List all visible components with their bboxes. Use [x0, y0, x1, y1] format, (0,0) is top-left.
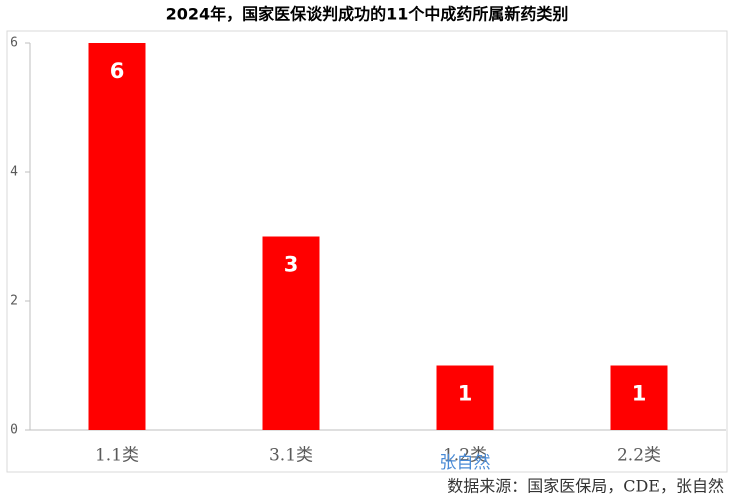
y-tick-label: 6 [10, 36, 18, 51]
y-tick-label: 4 [10, 165, 18, 180]
data-label: 6 [110, 59, 125, 83]
x-tick-label: 1.2类 [443, 446, 487, 466]
y-tick-label: 2 [10, 294, 18, 309]
data-label: 1 [458, 382, 473, 406]
data-label: 3 [284, 253, 299, 277]
x-tick-label: 3.1类 [269, 446, 313, 466]
bar [436, 365, 494, 430]
x-tick-label: 1.1类 [95, 446, 139, 466]
watermark: 张自然 [440, 453, 491, 473]
x-tick-label: 2.2类 [617, 446, 661, 466]
bar [262, 236, 320, 430]
source-note: 数据来源：国家医保局，CDE，张自然 [447, 477, 724, 496]
bar [88, 43, 146, 430]
bar [610, 365, 668, 430]
chart-border [6, 30, 728, 473]
chart-title: 2024年，国家医保谈判成功的11个中成药所属新药类别 [166, 5, 569, 24]
data-label: 1 [632, 382, 647, 406]
y-tick-label: 0 [10, 423, 18, 438]
